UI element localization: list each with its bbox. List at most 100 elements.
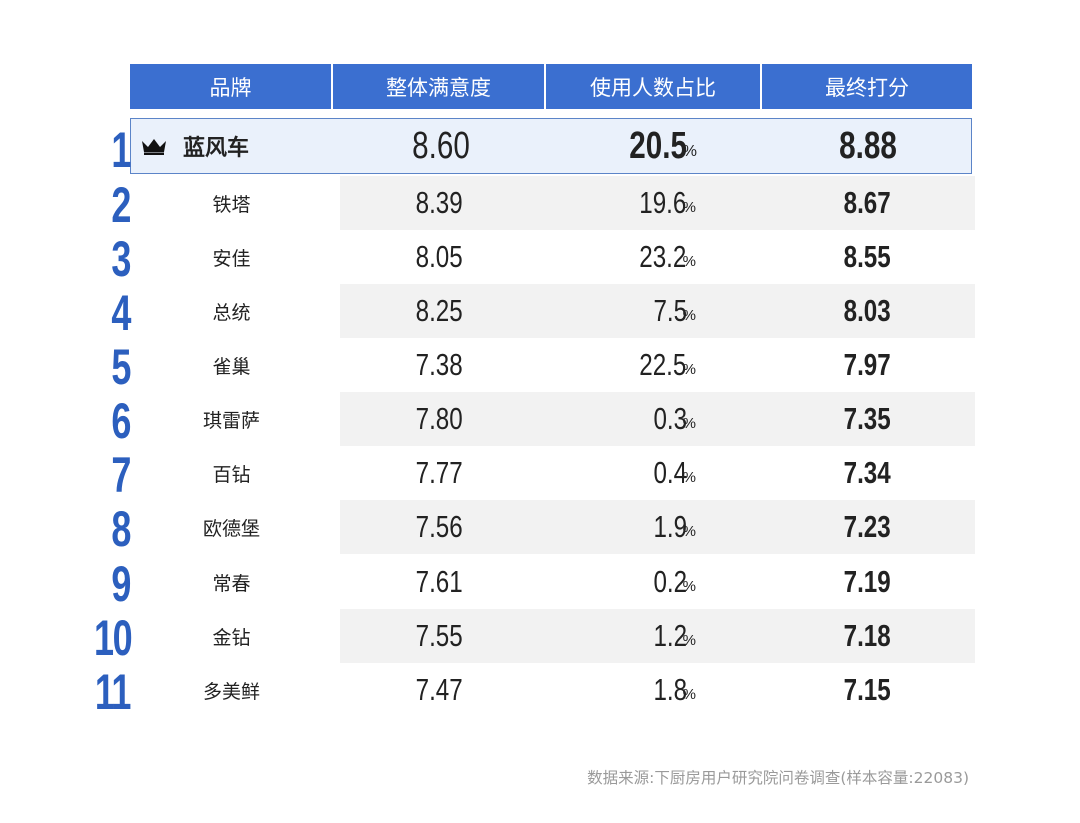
user-share-cell: 23.2% <box>546 230 762 284</box>
user-share-cell: 22.5% <box>546 338 762 392</box>
row-background <box>340 609 975 663</box>
final-score-cell: 7.35 <box>762 392 972 446</box>
final-score-cell: 7.18 <box>762 609 972 663</box>
brand-cell: 安佳 <box>130 230 333 284</box>
user-share-value: 23.2 <box>639 239 687 274</box>
final-score-value: 8.03 <box>843 293 891 328</box>
rank-number: 10 <box>94 610 133 666</box>
user-share-cell: 1.9% <box>546 500 762 554</box>
brand-name: 雀巢 <box>212 355 251 378</box>
brand-cell: 总统 <box>130 284 333 338</box>
final-score-value: 8.67 <box>843 185 891 220</box>
final-score-value: 8.88 <box>839 124 897 167</box>
user-share-cell: 7.5% <box>546 284 762 338</box>
final-score-cell: 7.15 <box>762 663 972 717</box>
brand-name: 金钻 <box>212 626 251 649</box>
user-share-value: 0.3 <box>653 401 687 436</box>
table-row: 3 安佳 8.05 23.2% 8.55 <box>111 230 975 286</box>
row-background <box>340 284 975 338</box>
final-score-cell: 7.97 <box>762 338 972 392</box>
header-satisfaction: 整体满意度 <box>333 64 546 109</box>
percent-sign: % <box>682 686 696 703</box>
final-score-cell: 7.23 <box>762 500 972 554</box>
brand-cell: 铁塔 <box>130 176 333 230</box>
rank-number: 3 <box>111 231 131 287</box>
satisfaction-value: 7.77 <box>415 455 464 490</box>
brand-cell: 蓝风车 <box>131 119 344 173</box>
user-share-value: 1.9 <box>653 509 687 544</box>
percent-sign: % <box>682 199 696 216</box>
percent-sign: % <box>682 253 696 270</box>
satisfaction-cell: 7.56 <box>333 500 546 554</box>
final-score-value: 7.19 <box>843 564 891 599</box>
satisfaction-value: 7.80 <box>415 401 464 436</box>
user-share-cell: 1.8% <box>546 663 762 717</box>
user-share-value: 22.5 <box>639 347 687 382</box>
user-share-cell: 1.2% <box>546 609 762 663</box>
brand-name: 琪雷萨 <box>202 409 260 432</box>
percent-sign: % <box>682 307 696 324</box>
satisfaction-cell: 8.39 <box>333 176 546 230</box>
final-score-value: 7.34 <box>843 455 891 490</box>
percent-sign: % <box>682 143 697 160</box>
final-score-cell: 7.19 <box>762 555 972 609</box>
rank-number: 4 <box>111 285 131 341</box>
percent-sign: % <box>682 578 696 595</box>
percent-sign: % <box>682 415 696 432</box>
satisfaction-cell: 7.77 <box>333 446 546 500</box>
final-score-value: 7.35 <box>843 401 891 436</box>
satisfaction-value: 7.61 <box>415 564 464 599</box>
table-row: 5 雀巢 7.38 22.5% 7.97 <box>111 338 975 394</box>
user-share-value: 19.6 <box>639 185 687 220</box>
satisfaction-value: 7.38 <box>415 347 464 382</box>
table-row: 6 琪雷萨 7.80 0.3% 7.35 <box>111 392 975 448</box>
brand-cell: 雀巢 <box>130 338 333 392</box>
final-score-cell: 8.03 <box>762 284 972 338</box>
table-row: 4 总统 8.25 7.5% 8.03 <box>111 284 975 340</box>
satisfaction-value: 7.55 <box>415 618 464 653</box>
user-share-value: 1.2 <box>653 618 687 653</box>
satisfaction-value: 7.47 <box>415 672 464 707</box>
brand-cell: 多美鲜 <box>130 663 333 717</box>
crown-icon <box>141 137 167 155</box>
user-share-value: 0.2 <box>653 564 687 599</box>
header-brand: 品牌 <box>130 64 333 109</box>
row-background <box>340 392 975 446</box>
brand-name: 百钻 <box>212 463 251 486</box>
rank-number: 11 <box>94 664 132 720</box>
final-score-cell: 8.88 <box>763 119 973 173</box>
final-score-cell: 7.34 <box>762 446 972 500</box>
brand-cell: 琪雷萨 <box>130 392 333 446</box>
row-background <box>340 176 975 230</box>
percent-sign: % <box>682 523 696 540</box>
rank-number: 6 <box>111 393 131 449</box>
satisfaction-cell: 7.80 <box>333 392 546 446</box>
percent-sign: % <box>682 469 696 486</box>
final-score-cell: 8.55 <box>762 230 972 284</box>
user-share-value: 0.4 <box>653 455 687 490</box>
satisfaction-cell: 7.55 <box>333 609 546 663</box>
brand-name: 总统 <box>212 301 251 324</box>
table-row: 2 铁塔 8.39 19.6% 8.67 <box>111 176 975 232</box>
rank-number: 5 <box>111 339 131 395</box>
satisfaction-value: 8.05 <box>415 239 464 274</box>
satisfaction-cell: 8.05 <box>333 230 546 284</box>
satisfaction-cell: 7.38 <box>333 338 546 392</box>
brand-cell: 常春 <box>130 555 333 609</box>
brand-name: 铁塔 <box>212 193 251 216</box>
user-share-cell: 0.3% <box>546 392 762 446</box>
satisfaction-value: 8.39 <box>415 185 464 220</box>
rank-number: 1 <box>111 122 131 178</box>
table-row: 1 蓝风车 8.60 20.5% 8.88 <box>111 118 973 177</box>
user-share-cell: 20.5% <box>547 119 763 173</box>
user-share-value: 20.5 <box>629 124 687 167</box>
brand-name: 蓝风车 <box>183 136 250 161</box>
table-row: 11 多美鲜 7.47 1.8% 7.15 <box>95 663 975 719</box>
percent-sign: % <box>682 361 696 378</box>
satisfaction-value: 8.25 <box>415 293 464 328</box>
user-share-cell: 0.4% <box>546 446 762 500</box>
brand-cell: 欧德堡 <box>130 500 333 554</box>
rank-number: 2 <box>111 177 131 233</box>
table-row: 10 金钻 7.55 1.2% 7.18 <box>94 609 975 665</box>
